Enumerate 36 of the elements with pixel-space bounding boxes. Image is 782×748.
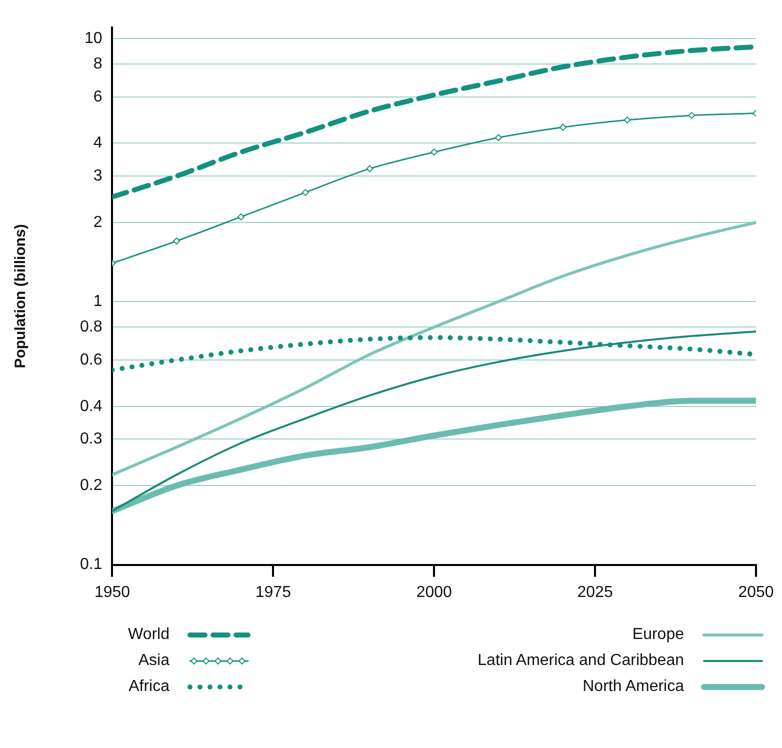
- x-tick-label: 2000: [416, 584, 452, 601]
- line-series: [112, 220, 756, 476]
- y-tick-label: 0.6: [80, 351, 102, 368]
- legend-label: Latin America and Caribbean: [478, 652, 684, 670]
- y-tick-label: 4: [93, 134, 102, 152]
- y-axis-title: Population (billions): [12, 224, 30, 368]
- y-tick-label: 0.3: [80, 430, 102, 448]
- legend-label: Asia: [138, 652, 170, 670]
- y-tick-label: 0.2: [80, 476, 102, 494]
- point: [688, 112, 696, 119]
- y-tick-label: 0.4: [80, 398, 102, 415]
- point: [624, 116, 631, 124]
- legend-label: North America: [582, 678, 684, 696]
- legend-label: Europe: [632, 626, 684, 644]
- line-series: [112, 330, 756, 512]
- legend-label: Africa: [128, 678, 170, 696]
- x-tick-label: 1950: [94, 584, 130, 601]
- x-tick-label: 2050: [738, 584, 774, 601]
- point: [430, 148, 438, 156]
- y-tick-label: 6: [93, 88, 102, 106]
- point: [173, 238, 180, 245]
- y-tick-label: 0.8: [80, 318, 102, 336]
- y-tick-label: 0.1: [80, 556, 102, 574]
- x-tick-label: 2025: [577, 584, 613, 601]
- y-tick-label: 8: [93, 55, 102, 72]
- y-tick-label: 3: [93, 167, 102, 184]
- point: [237, 213, 244, 220]
- y-tick-label: 10: [84, 30, 102, 47]
- point: [559, 124, 566, 131]
- point: [494, 134, 502, 142]
- legend-label: World: [128, 626, 170, 644]
- point: [302, 188, 309, 196]
- y-tick-label: 1: [93, 293, 102, 310]
- point: [366, 165, 374, 172]
- y-tick-label: 2: [93, 214, 102, 231]
- x-tick-label: 1975: [255, 584, 292, 601]
